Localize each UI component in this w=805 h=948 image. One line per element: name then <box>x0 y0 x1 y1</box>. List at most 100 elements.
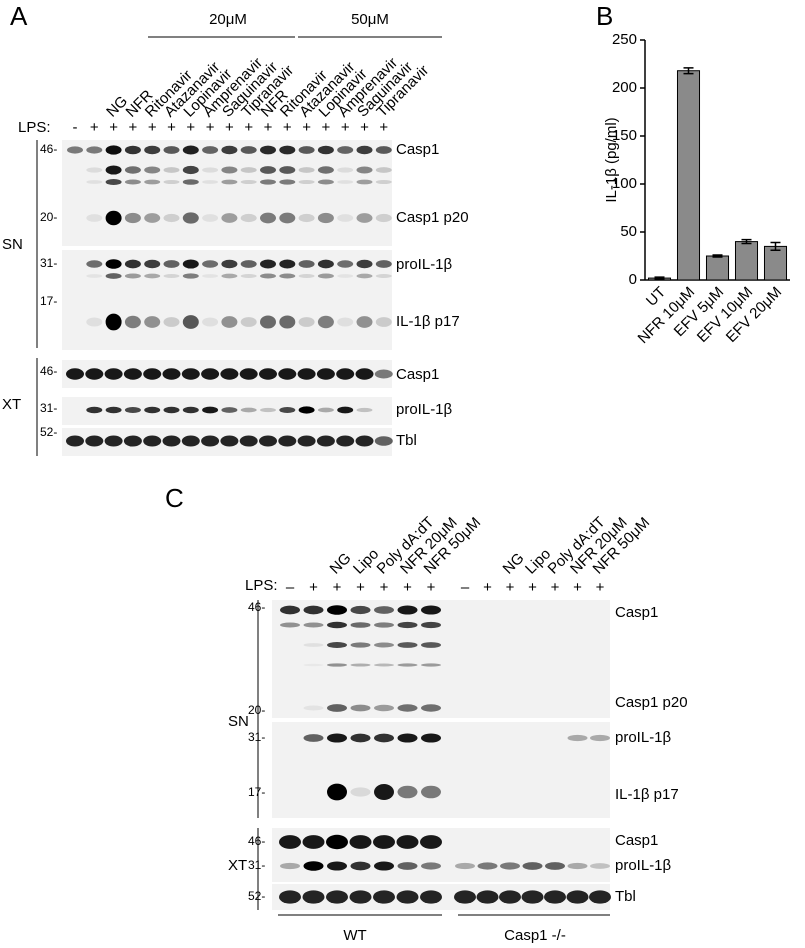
y-tick-label: 150 <box>612 127 637 144</box>
band <box>374 861 394 871</box>
error-bar <box>654 276 665 280</box>
error-bar <box>770 241 781 251</box>
band <box>221 259 238 269</box>
band-name: IL-1β p17 <box>396 313 460 330</box>
band <box>327 704 347 712</box>
band <box>302 835 325 849</box>
band <box>326 890 348 904</box>
band <box>105 259 122 269</box>
band <box>86 214 103 222</box>
mw-marker: 20- <box>248 703 265 717</box>
band <box>279 406 296 414</box>
band <box>545 862 565 870</box>
band <box>397 704 418 712</box>
band <box>350 663 371 667</box>
band <box>144 406 161 414</box>
band <box>221 316 238 328</box>
band <box>220 368 239 380</box>
band <box>181 368 200 380</box>
band <box>317 166 334 174</box>
band <box>143 368 162 380</box>
fraction-label: SN <box>228 713 249 730</box>
fraction-label: SN <box>2 236 23 253</box>
band <box>500 862 520 870</box>
band <box>326 834 348 850</box>
band <box>144 213 161 223</box>
band <box>144 316 161 328</box>
band <box>240 273 257 279</box>
band <box>240 260 257 268</box>
band <box>279 835 301 849</box>
band <box>105 145 122 155</box>
mw-marker: 31- <box>40 401 57 415</box>
band <box>278 435 297 447</box>
lps-label: LPS: <box>18 119 51 136</box>
lps-sign: + <box>341 119 350 136</box>
band <box>124 145 141 155</box>
band <box>163 146 180 154</box>
band <box>240 213 257 223</box>
error-bar <box>741 238 752 245</box>
lps-sign: + <box>380 579 389 596</box>
band <box>421 605 441 615</box>
band <box>397 605 418 615</box>
band <box>240 146 257 154</box>
bar <box>676 70 701 281</box>
band <box>144 145 161 155</box>
band <box>124 166 141 174</box>
band <box>298 260 315 268</box>
error-bar <box>712 254 723 258</box>
band-name: IL-1β p17 <box>615 786 679 803</box>
band <box>143 435 162 447</box>
band <box>303 622 324 628</box>
band <box>522 862 543 870</box>
band <box>356 166 373 174</box>
band <box>350 733 371 743</box>
band <box>86 406 103 414</box>
y-tick-label: 250 <box>612 31 637 48</box>
band <box>260 179 276 185</box>
band <box>356 273 373 279</box>
band <box>163 317 180 327</box>
band <box>181 435 200 447</box>
mw-marker: 17- <box>40 294 57 308</box>
band <box>337 214 354 222</box>
band <box>356 316 373 328</box>
band-name: proIL-1β <box>396 256 453 273</box>
band <box>337 406 354 414</box>
lps-sign: + <box>506 579 515 596</box>
band <box>105 273 122 279</box>
band <box>355 435 374 447</box>
band <box>303 663 324 667</box>
band <box>397 733 418 743</box>
band <box>303 705 324 711</box>
band <box>303 643 324 647</box>
band <box>317 407 334 413</box>
band <box>303 861 324 871</box>
band <box>337 146 354 154</box>
lps-sign: + <box>283 119 292 136</box>
lps-sign: + <box>302 119 311 136</box>
lps-sign: + <box>551 579 560 596</box>
band <box>421 862 441 870</box>
y-tick-label: 200 <box>612 79 637 96</box>
band <box>240 407 257 413</box>
band <box>202 167 219 173</box>
band <box>349 835 372 849</box>
band <box>298 273 315 279</box>
band <box>280 862 300 870</box>
band <box>337 317 354 327</box>
band <box>202 260 219 268</box>
band <box>374 704 394 712</box>
band <box>420 890 442 904</box>
band <box>298 179 315 185</box>
band <box>105 178 122 186</box>
band <box>337 167 354 173</box>
band <box>373 890 395 904</box>
group-label: Casp1 -/- <box>504 927 566 944</box>
band <box>280 605 300 615</box>
band <box>303 734 324 742</box>
blot <box>272 600 610 718</box>
band <box>374 663 394 667</box>
